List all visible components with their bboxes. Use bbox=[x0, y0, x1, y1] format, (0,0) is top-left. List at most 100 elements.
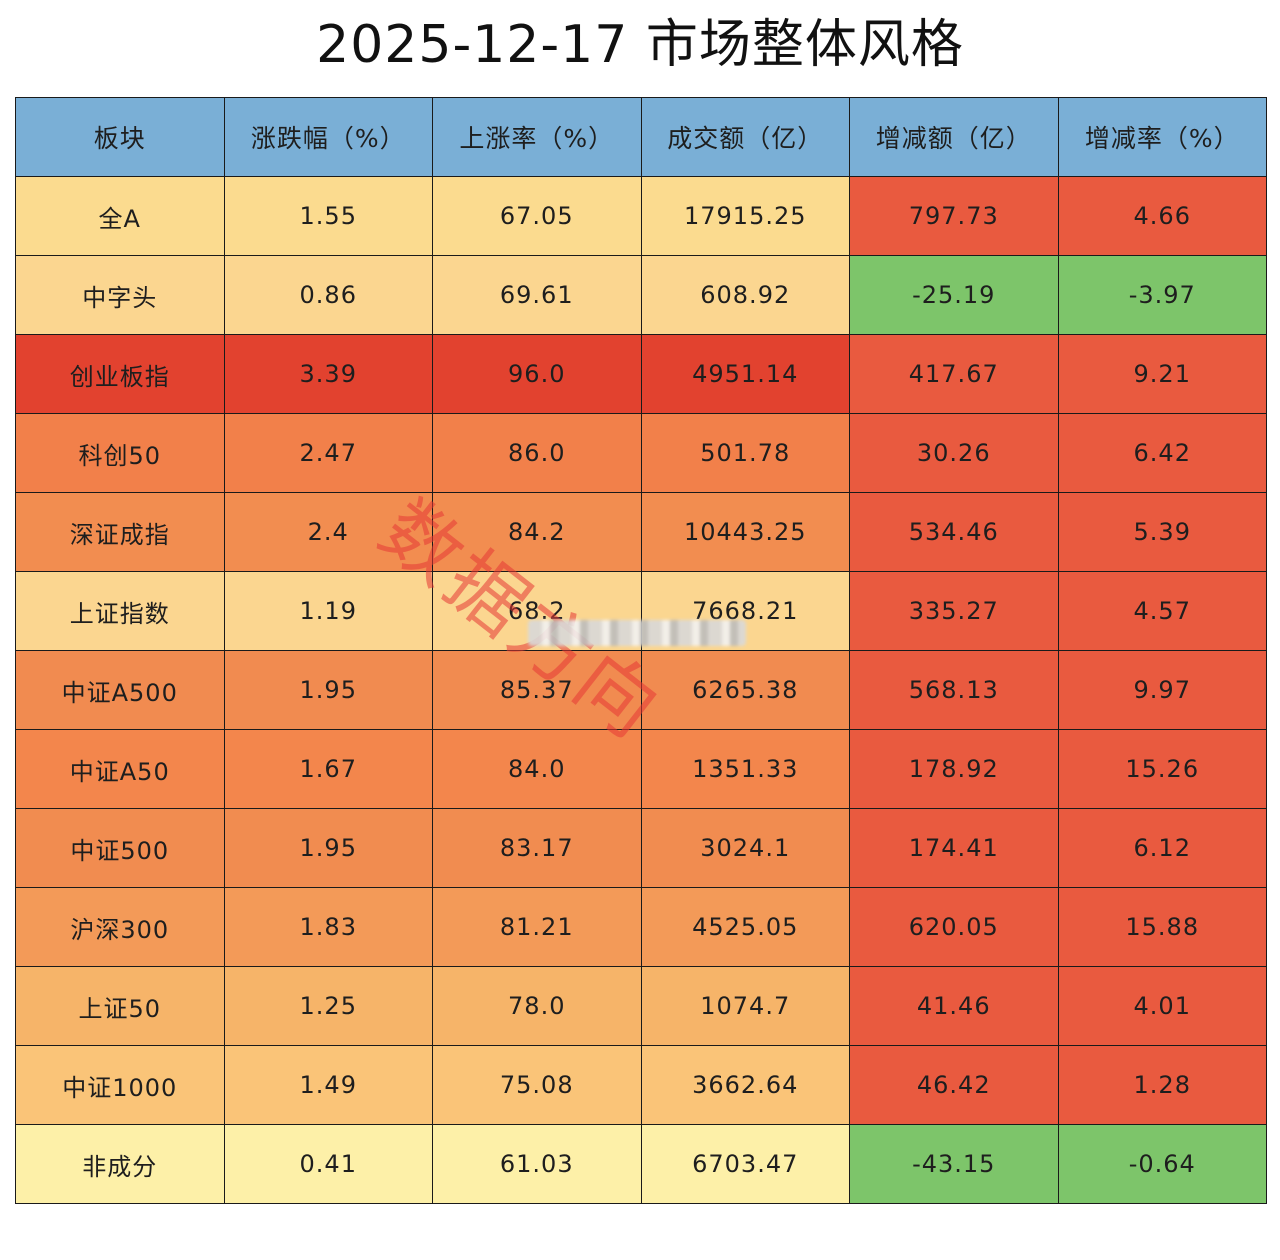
obscured-text bbox=[528, 620, 746, 646]
table-row: 创业板指 3.39 96.0 4951.14 417.67 9.21 bbox=[15, 334, 1267, 414]
value-cell: 4951.14 bbox=[640, 334, 850, 414]
value-cell: 85.37 bbox=[432, 650, 642, 730]
value-cell: -43.15 bbox=[849, 1124, 1059, 1204]
value-cell: 17915.25 bbox=[640, 176, 850, 256]
value-cell: 608.92 bbox=[640, 255, 850, 335]
table-row: 中证500 1.95 83.17 3024.1 174.41 6.12 bbox=[15, 808, 1267, 888]
value-cell: 1.95 bbox=[223, 650, 433, 730]
column-header: 上涨率（%） bbox=[432, 97, 642, 177]
value-cell: 81.21 bbox=[432, 887, 642, 967]
value-cell: 3.39 bbox=[223, 334, 433, 414]
value-cell: 1.83 bbox=[223, 887, 433, 967]
value-cell: 2.4 bbox=[223, 492, 433, 572]
value-cell: 61.03 bbox=[432, 1124, 642, 1204]
column-header: 成交额（亿） bbox=[640, 97, 850, 177]
value-cell: 30.26 bbox=[849, 413, 1059, 493]
value-cell: 417.67 bbox=[849, 334, 1059, 414]
value-cell: 534.46 bbox=[849, 492, 1059, 572]
sector-name-cell: 中字头 bbox=[15, 255, 225, 335]
value-cell: -0.64 bbox=[1057, 1124, 1267, 1204]
value-cell: 1.49 bbox=[223, 1045, 433, 1125]
value-cell: 335.27 bbox=[849, 571, 1059, 651]
value-cell: 83.17 bbox=[432, 808, 642, 888]
value-cell: 501.78 bbox=[640, 413, 850, 493]
column-header: 增减率（%） bbox=[1057, 97, 1267, 177]
value-cell: 1.67 bbox=[223, 729, 433, 809]
value-cell: 75.08 bbox=[432, 1045, 642, 1125]
column-header: 涨跌幅（%） bbox=[223, 97, 433, 177]
table-row: 中字头 0.86 69.61 608.92 -25.19 -3.97 bbox=[15, 255, 1267, 335]
table-row: 上证50 1.25 78.0 1074.7 41.46 4.01 bbox=[15, 966, 1267, 1046]
table-header-row: 板块 涨跌幅（%） 上涨率（%） 成交额（亿） 增减额（亿） 增减率（%） bbox=[15, 97, 1267, 177]
value-cell: 69.61 bbox=[432, 255, 642, 335]
table-row: 非成分 0.41 61.03 6703.47 -43.15 -0.64 bbox=[15, 1124, 1267, 1204]
value-cell: -25.19 bbox=[849, 255, 1059, 335]
sector-name-cell: 上证指数 bbox=[15, 571, 225, 651]
value-cell: 67.05 bbox=[432, 176, 642, 256]
value-cell: -3.97 bbox=[1057, 255, 1267, 335]
value-cell: 620.05 bbox=[849, 887, 1059, 967]
sector-name-cell: 中证1000 bbox=[15, 1045, 225, 1125]
value-cell: 1.95 bbox=[223, 808, 433, 888]
sector-name-cell: 深证成指 bbox=[15, 492, 225, 572]
table-row: 全A 1.55 67.05 17915.25 797.73 4.66 bbox=[15, 176, 1267, 256]
value-cell: 3024.1 bbox=[640, 808, 850, 888]
sector-name-cell: 全A bbox=[15, 176, 225, 256]
value-cell: 10443.25 bbox=[640, 492, 850, 572]
value-cell: 6.42 bbox=[1057, 413, 1267, 493]
column-header: 板块 bbox=[15, 97, 225, 177]
value-cell: 4.57 bbox=[1057, 571, 1267, 651]
value-cell: 4.01 bbox=[1057, 966, 1267, 1046]
value-cell: 46.42 bbox=[849, 1045, 1059, 1125]
value-cell: 797.73 bbox=[849, 176, 1059, 256]
sector-name-cell: 中证A50 bbox=[15, 729, 225, 809]
table-row: 中证A50 1.67 84.0 1351.33 178.92 15.26 bbox=[15, 729, 1267, 809]
value-cell: 1351.33 bbox=[640, 729, 850, 809]
value-cell: 3662.64 bbox=[640, 1045, 850, 1125]
value-cell: 178.92 bbox=[849, 729, 1059, 809]
value-cell: 6703.47 bbox=[640, 1124, 850, 1204]
value-cell: 1.25 bbox=[223, 966, 433, 1046]
market-style-table: 板块 涨跌幅（%） 上涨率（%） 成交额（亿） 增减额（亿） 增减率（%） 全A 1.55 6… bbox=[15, 97, 1267, 1204]
value-cell: 1074.7 bbox=[640, 966, 850, 1046]
value-cell: 1.55 bbox=[223, 176, 433, 256]
table-body: 全A 1.55 67.05 17915.25 797.73 4.66 中字头 0.86 69.6… bbox=[15, 176, 1267, 1204]
value-cell: 15.26 bbox=[1057, 729, 1267, 809]
table-row: 上证指数 1.19 68.2 7668.21 335.27 4.57 bbox=[15, 571, 1267, 651]
value-cell: 86.0 bbox=[432, 413, 642, 493]
table-row: 中证1000 1.49 75.08 3662.64 46.42 1.28 bbox=[15, 1045, 1267, 1125]
value-cell: 6265.38 bbox=[640, 650, 850, 730]
sector-name-cell: 上证50 bbox=[15, 966, 225, 1046]
value-cell: 78.0 bbox=[432, 966, 642, 1046]
table-row: 科创50 2.47 86.0 501.78 30.26 6.42 bbox=[15, 413, 1267, 493]
table-row: 沪深300 1.83 81.21 4525.05 620.05 15.88 bbox=[15, 887, 1267, 967]
value-cell: 84.2 bbox=[432, 492, 642, 572]
value-cell: 41.46 bbox=[849, 966, 1059, 1046]
sector-name-cell: 中证500 bbox=[15, 808, 225, 888]
value-cell: 2.47 bbox=[223, 413, 433, 493]
column-header: 增减额（亿） bbox=[849, 97, 1059, 177]
value-cell: 6.12 bbox=[1057, 808, 1267, 888]
value-cell: 15.88 bbox=[1057, 887, 1267, 967]
value-cell: 1.19 bbox=[223, 571, 433, 651]
value-cell: 9.97 bbox=[1057, 650, 1267, 730]
value-cell: 1.28 bbox=[1057, 1045, 1267, 1125]
value-cell: 4525.05 bbox=[640, 887, 850, 967]
chart-title: 2025-12-17 市场整体风格 bbox=[316, 15, 964, 75]
table-row: 深证成指 2.4 84.2 10443.25 534.46 5.39 bbox=[15, 492, 1267, 572]
value-cell: 96.0 bbox=[432, 334, 642, 414]
value-cell: 0.86 bbox=[223, 255, 433, 335]
value-cell: 84.0 bbox=[432, 729, 642, 809]
value-cell: 4.66 bbox=[1057, 176, 1267, 256]
sector-name-cell: 科创50 bbox=[15, 413, 225, 493]
sector-name-cell: 中证A500 bbox=[15, 650, 225, 730]
value-cell: 174.41 bbox=[849, 808, 1059, 888]
value-cell: 5.39 bbox=[1057, 492, 1267, 572]
sector-name-cell: 非成分 bbox=[15, 1124, 225, 1204]
table-row: 中证A500 1.95 85.37 6265.38 568.13 9.97 bbox=[15, 650, 1267, 730]
value-cell: 568.13 bbox=[849, 650, 1059, 730]
sector-name-cell: 创业板指 bbox=[15, 334, 225, 414]
value-cell: 9.21 bbox=[1057, 334, 1267, 414]
sector-name-cell: 沪深300 bbox=[15, 887, 225, 967]
value-cell: 0.41 bbox=[223, 1124, 433, 1204]
